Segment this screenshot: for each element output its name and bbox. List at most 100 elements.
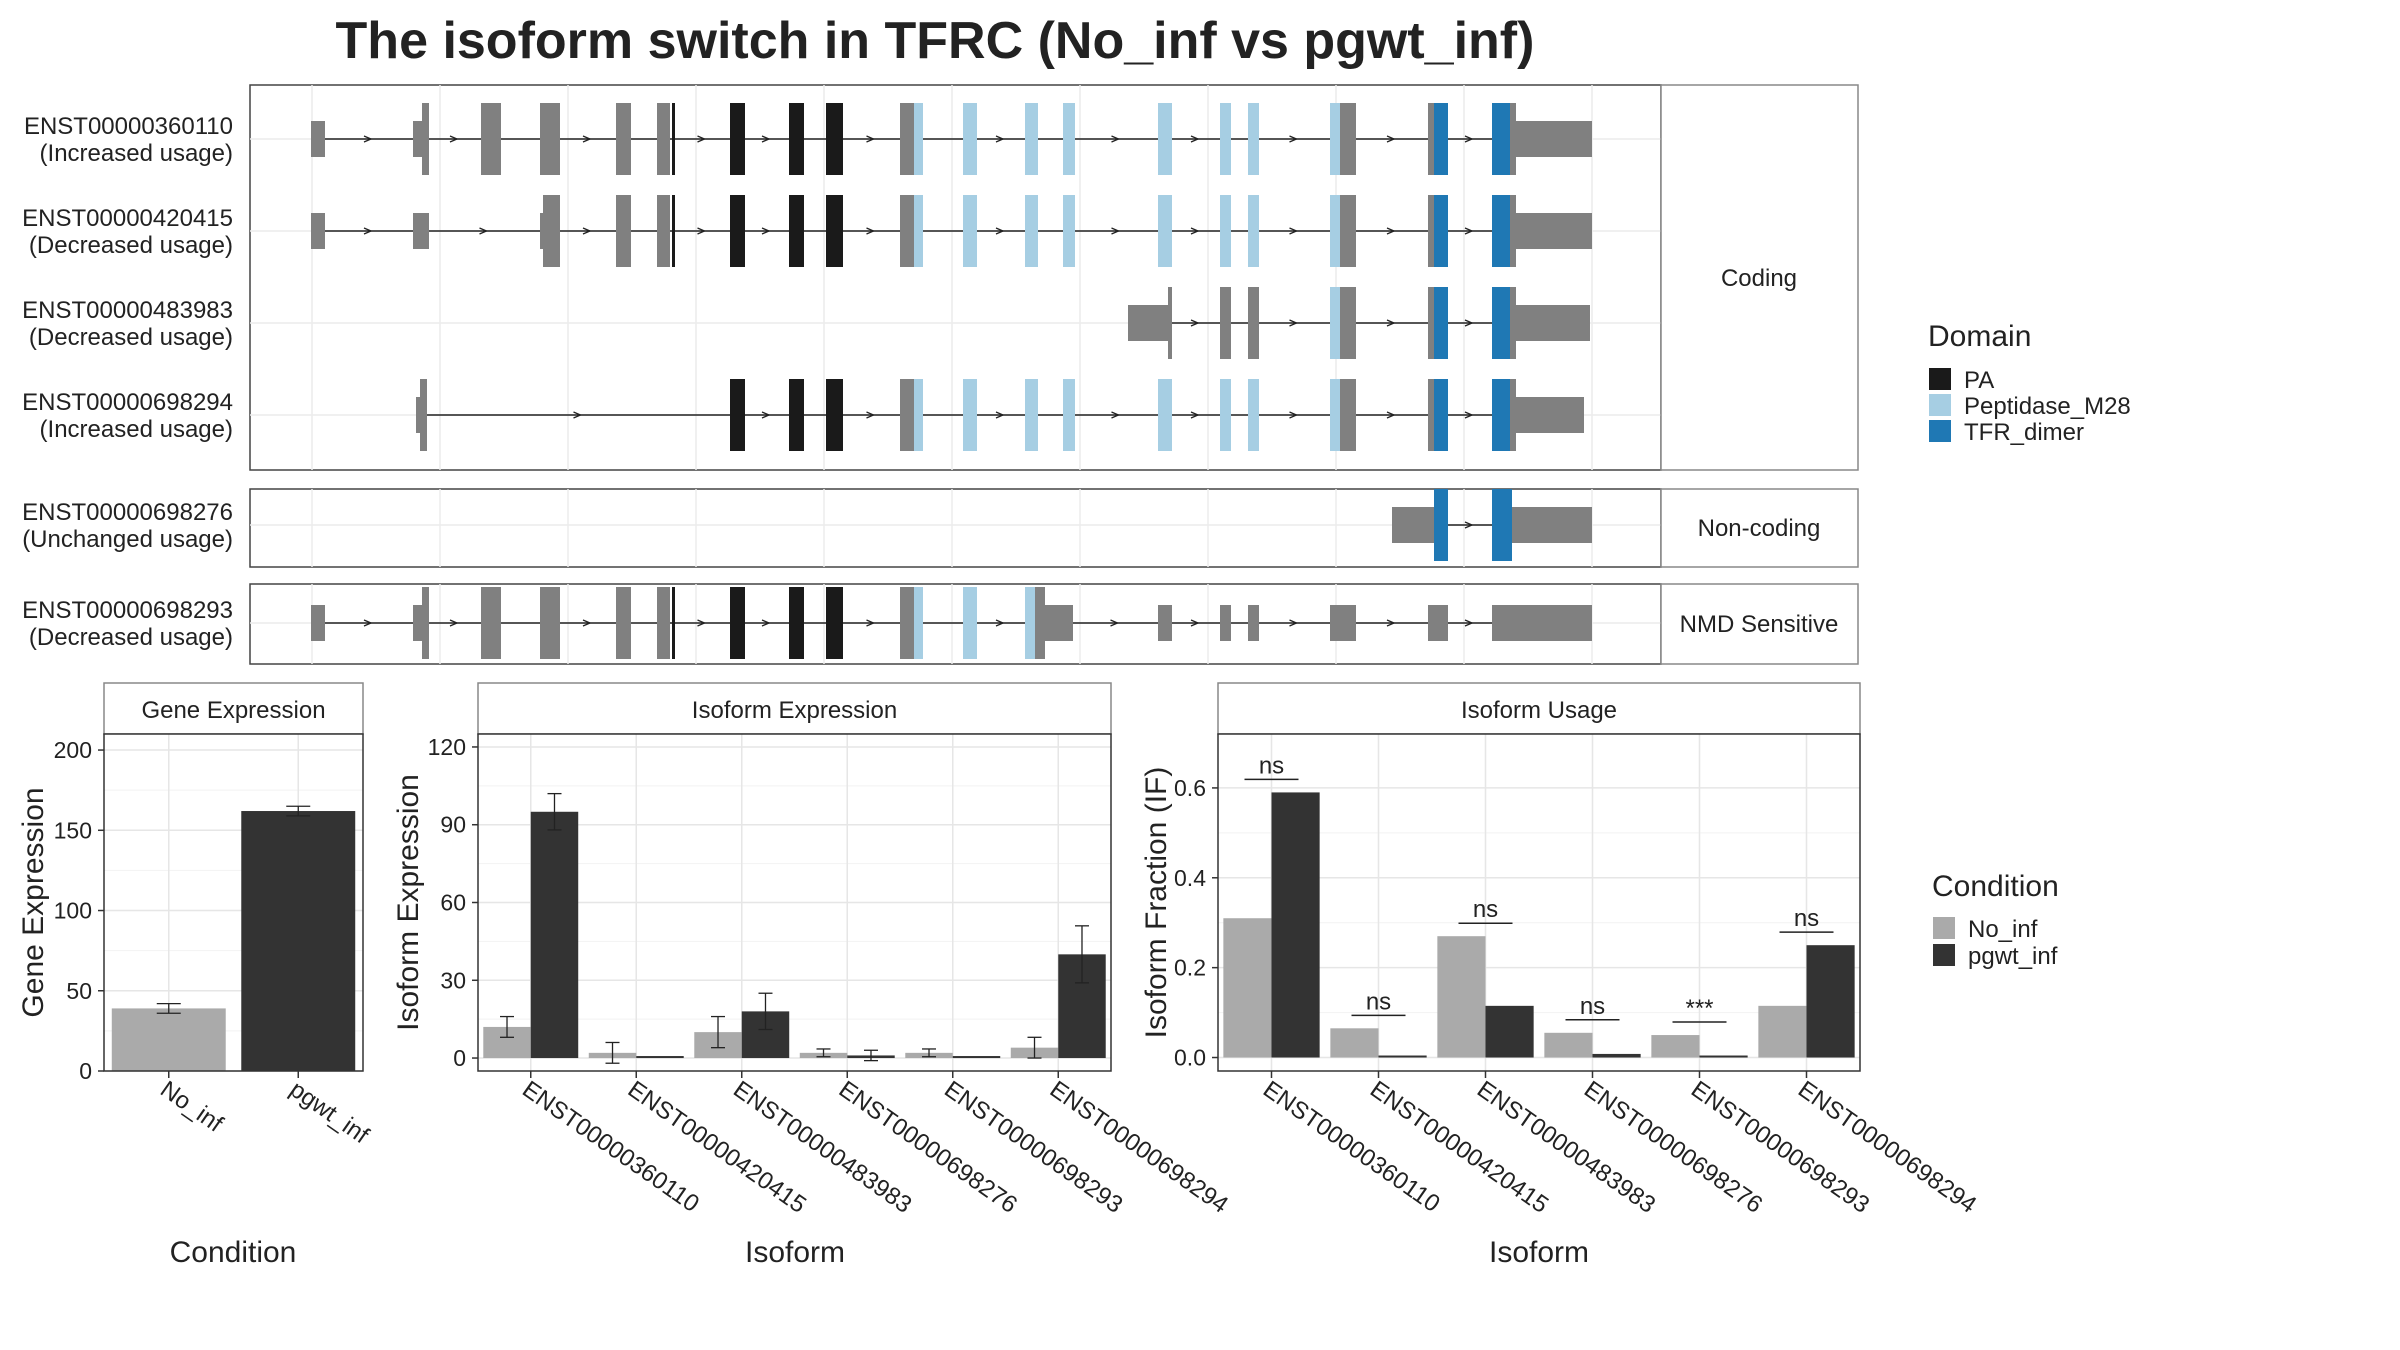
strand-arrow — [995, 227, 1005, 235]
strand-arrow — [1111, 227, 1121, 235]
exon — [1492, 379, 1510, 451]
x-tick-label: ENST00000360110 — [1258, 1076, 1445, 1218]
panel-title: Isoform Usage — [1461, 697, 1617, 724]
strand-arrow — [1386, 319, 1396, 327]
exon — [963, 379, 977, 451]
exon — [1220, 103, 1231, 175]
strand-arrow — [866, 227, 876, 235]
exon — [420, 379, 427, 451]
exon — [730, 103, 745, 175]
strip-label-noncoding: Non-coding — [1698, 515, 1821, 542]
exon — [730, 195, 745, 267]
strand-arrow — [1464, 135, 1474, 143]
exon — [1035, 587, 1045, 659]
y-tick-label: 0.2 — [1174, 955, 1206, 981]
x-tick-label: No_inf — [155, 1076, 228, 1138]
legend-label-peptidase: Peptidase_M28 — [1964, 393, 2131, 420]
strand-arrow — [582, 135, 592, 143]
strand-arrow — [866, 619, 876, 627]
bar — [1592, 1053, 1641, 1058]
exon — [1025, 379, 1038, 451]
strand-arrow — [761, 135, 771, 143]
exon — [1510, 287, 1516, 359]
exon — [1248, 287, 1259, 359]
x-tick-label: ENST00000698276 — [1579, 1076, 1767, 1219]
exon — [616, 103, 631, 175]
exon — [1340, 287, 1356, 359]
exon — [1330, 605, 1356, 641]
exon — [1330, 379, 1340, 451]
panel-title: Isoform Expression — [692, 697, 897, 724]
exon — [422, 103, 429, 175]
strand-arrow — [449, 135, 459, 143]
exon — [1025, 195, 1038, 267]
strand-arrow — [697, 227, 707, 235]
y-tick-label: 60 — [440, 890, 466, 916]
plot-area — [1218, 734, 1860, 1071]
panel-title: Gene Expression — [141, 697, 325, 724]
strand-arrow — [1386, 227, 1396, 235]
exon — [1428, 195, 1434, 267]
strand-arrow — [995, 619, 1005, 627]
bar — [1758, 1005, 1807, 1058]
exon — [1516, 305, 1590, 341]
exon — [481, 587, 501, 659]
bar — [1330, 1028, 1379, 1058]
exon — [730, 379, 745, 451]
exon — [789, 379, 804, 451]
transcript-structure-panels: ENST00000360110(Increased usage)ENST0000… — [22, 84, 1662, 665]
strip-nmd — [1660, 583, 1859, 665]
exon — [826, 379, 843, 451]
exon — [1492, 195, 1510, 267]
exon — [1516, 397, 1584, 433]
strand-arrow — [866, 411, 876, 419]
legend-swatch-tfr — [1929, 420, 1951, 442]
exon — [1128, 305, 1170, 341]
isoform-id-label: ENST00000698293 — [22, 597, 233, 624]
exon — [540, 587, 560, 659]
bar — [1378, 1055, 1427, 1058]
exon — [1434, 379, 1448, 451]
exon — [1025, 103, 1038, 175]
strand-arrow — [1289, 619, 1299, 627]
exon — [900, 195, 914, 267]
isoform-usage-label: (Increased usage) — [40, 140, 233, 167]
exon — [1063, 195, 1075, 267]
exon — [540, 103, 560, 175]
strand-arrow — [1190, 319, 1200, 327]
strand-arrow — [573, 411, 583, 419]
exon — [1330, 287, 1340, 359]
x-tick-label: ENST00000483983 — [1472, 1076, 1660, 1219]
bar — [1806, 945, 1855, 1058]
exon — [1063, 379, 1075, 451]
exon — [1220, 379, 1231, 451]
panel-border — [477, 733, 1112, 1072]
strand-arrow — [1289, 411, 1299, 419]
exon — [413, 605, 424, 641]
exon — [413, 121, 424, 157]
strip-label-coding: Coding — [1721, 265, 1797, 292]
isoform-id-label: ENST00000420415 — [22, 205, 233, 232]
domain-legend-title: Domain — [1928, 320, 2031, 353]
exon — [1158, 379, 1172, 451]
strand-arrow — [1190, 227, 1200, 235]
exon — [914, 103, 923, 175]
strand-arrow — [697, 619, 707, 627]
exon — [672, 587, 675, 659]
exon — [1492, 489, 1512, 561]
x-tick-label: ENST00000698276 — [834, 1076, 1022, 1219]
bar — [1271, 792, 1320, 1058]
y-tick-label: 0.6 — [1174, 775, 1206, 801]
exon — [1330, 195, 1340, 267]
y-tick-label: 50 — [66, 978, 92, 1004]
bar — [1437, 936, 1486, 1058]
exon — [789, 103, 804, 175]
strand-arrow — [995, 135, 1005, 143]
exon — [1392, 507, 1434, 543]
exon — [1434, 489, 1448, 561]
exon — [1434, 287, 1448, 359]
exon — [826, 195, 843, 267]
strand-arrow — [582, 619, 592, 627]
isoform-usage-label: (Decreased usage) — [29, 624, 233, 651]
